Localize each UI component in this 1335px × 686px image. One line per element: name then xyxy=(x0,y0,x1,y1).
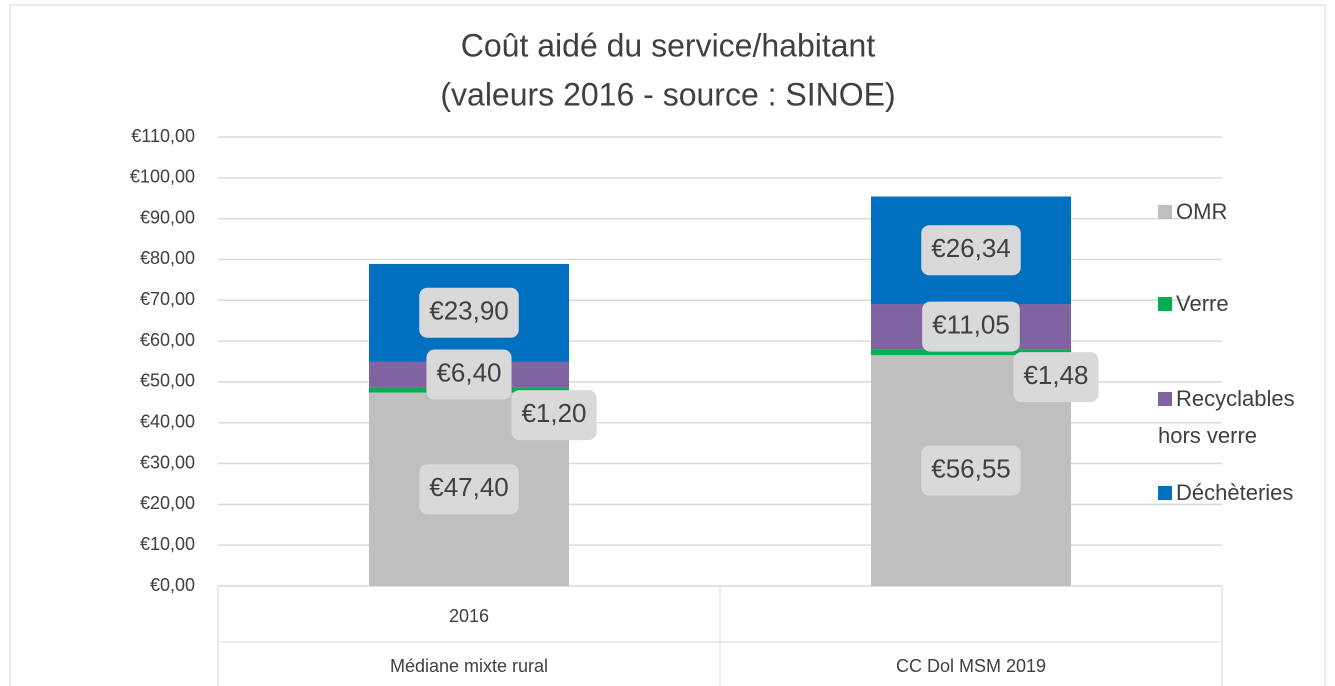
legend-label: Déchèteries xyxy=(1176,480,1294,505)
y-tick-label: €30,00 xyxy=(140,452,195,472)
chart-title: (valeurs 2016 - source : SINOE) xyxy=(440,76,895,112)
y-tick-label: €10,00 xyxy=(140,534,195,554)
bar-segment xyxy=(871,349,1071,356)
y-tick-label: €50,00 xyxy=(140,371,195,391)
legend-label: Recyclables hors verre xyxy=(1158,386,1295,448)
y-tick-label: €40,00 xyxy=(140,411,195,431)
y-tick-label: €60,00 xyxy=(140,330,195,350)
y-tick-label: €90,00 xyxy=(140,207,195,227)
data-label-box xyxy=(511,390,597,441)
x-group-label: CC Dol MSM 2019 xyxy=(896,656,1046,676)
y-tick-label: €100,00 xyxy=(130,167,195,187)
data-label-box xyxy=(921,225,1021,276)
data-label-box xyxy=(1013,352,1099,403)
y-tick-label: €80,00 xyxy=(140,248,195,268)
legend-swatch xyxy=(1158,486,1172,500)
data-label: €1,48 xyxy=(1023,360,1088,390)
y-tick-label: €110,00 xyxy=(131,126,195,146)
data-label: €11,05 xyxy=(932,309,1010,339)
data-label-box xyxy=(921,445,1021,496)
data-label: €23,90 xyxy=(429,296,509,326)
x-tick-label: 2016 xyxy=(449,606,489,626)
legend-item: OMR xyxy=(1158,193,1328,230)
data-label-box xyxy=(426,349,512,400)
legend-swatch xyxy=(1158,392,1172,406)
legend-item: Déchèteries xyxy=(1158,474,1328,511)
data-label-box xyxy=(419,464,519,515)
legend-item: Verre xyxy=(1158,285,1328,322)
legend-swatch xyxy=(1158,297,1172,311)
data-label-box xyxy=(419,287,519,338)
data-label: €26,34 xyxy=(931,233,1011,263)
legend-item: Recyclables hors verre xyxy=(1158,380,1328,454)
data-label: €6,40 xyxy=(436,357,501,387)
data-label-box xyxy=(922,301,1020,352)
y-tick-label: €70,00 xyxy=(140,289,195,309)
chart-title: Coût aidé du service/habitant xyxy=(461,27,876,63)
data-label: €56,55 xyxy=(931,453,1011,483)
y-tick-label: €0,00 xyxy=(150,575,195,595)
data-label: €47,40 xyxy=(429,472,509,502)
chart-border xyxy=(9,4,1326,686)
y-tick-label: €20,00 xyxy=(140,493,195,513)
legend-label: Verre xyxy=(1176,291,1229,316)
data-label: €1,20 xyxy=(521,398,586,428)
legend-swatch xyxy=(1158,205,1172,219)
legend-label: OMR xyxy=(1176,199,1228,224)
x-group-label: Médiane mixte rural xyxy=(390,656,548,676)
